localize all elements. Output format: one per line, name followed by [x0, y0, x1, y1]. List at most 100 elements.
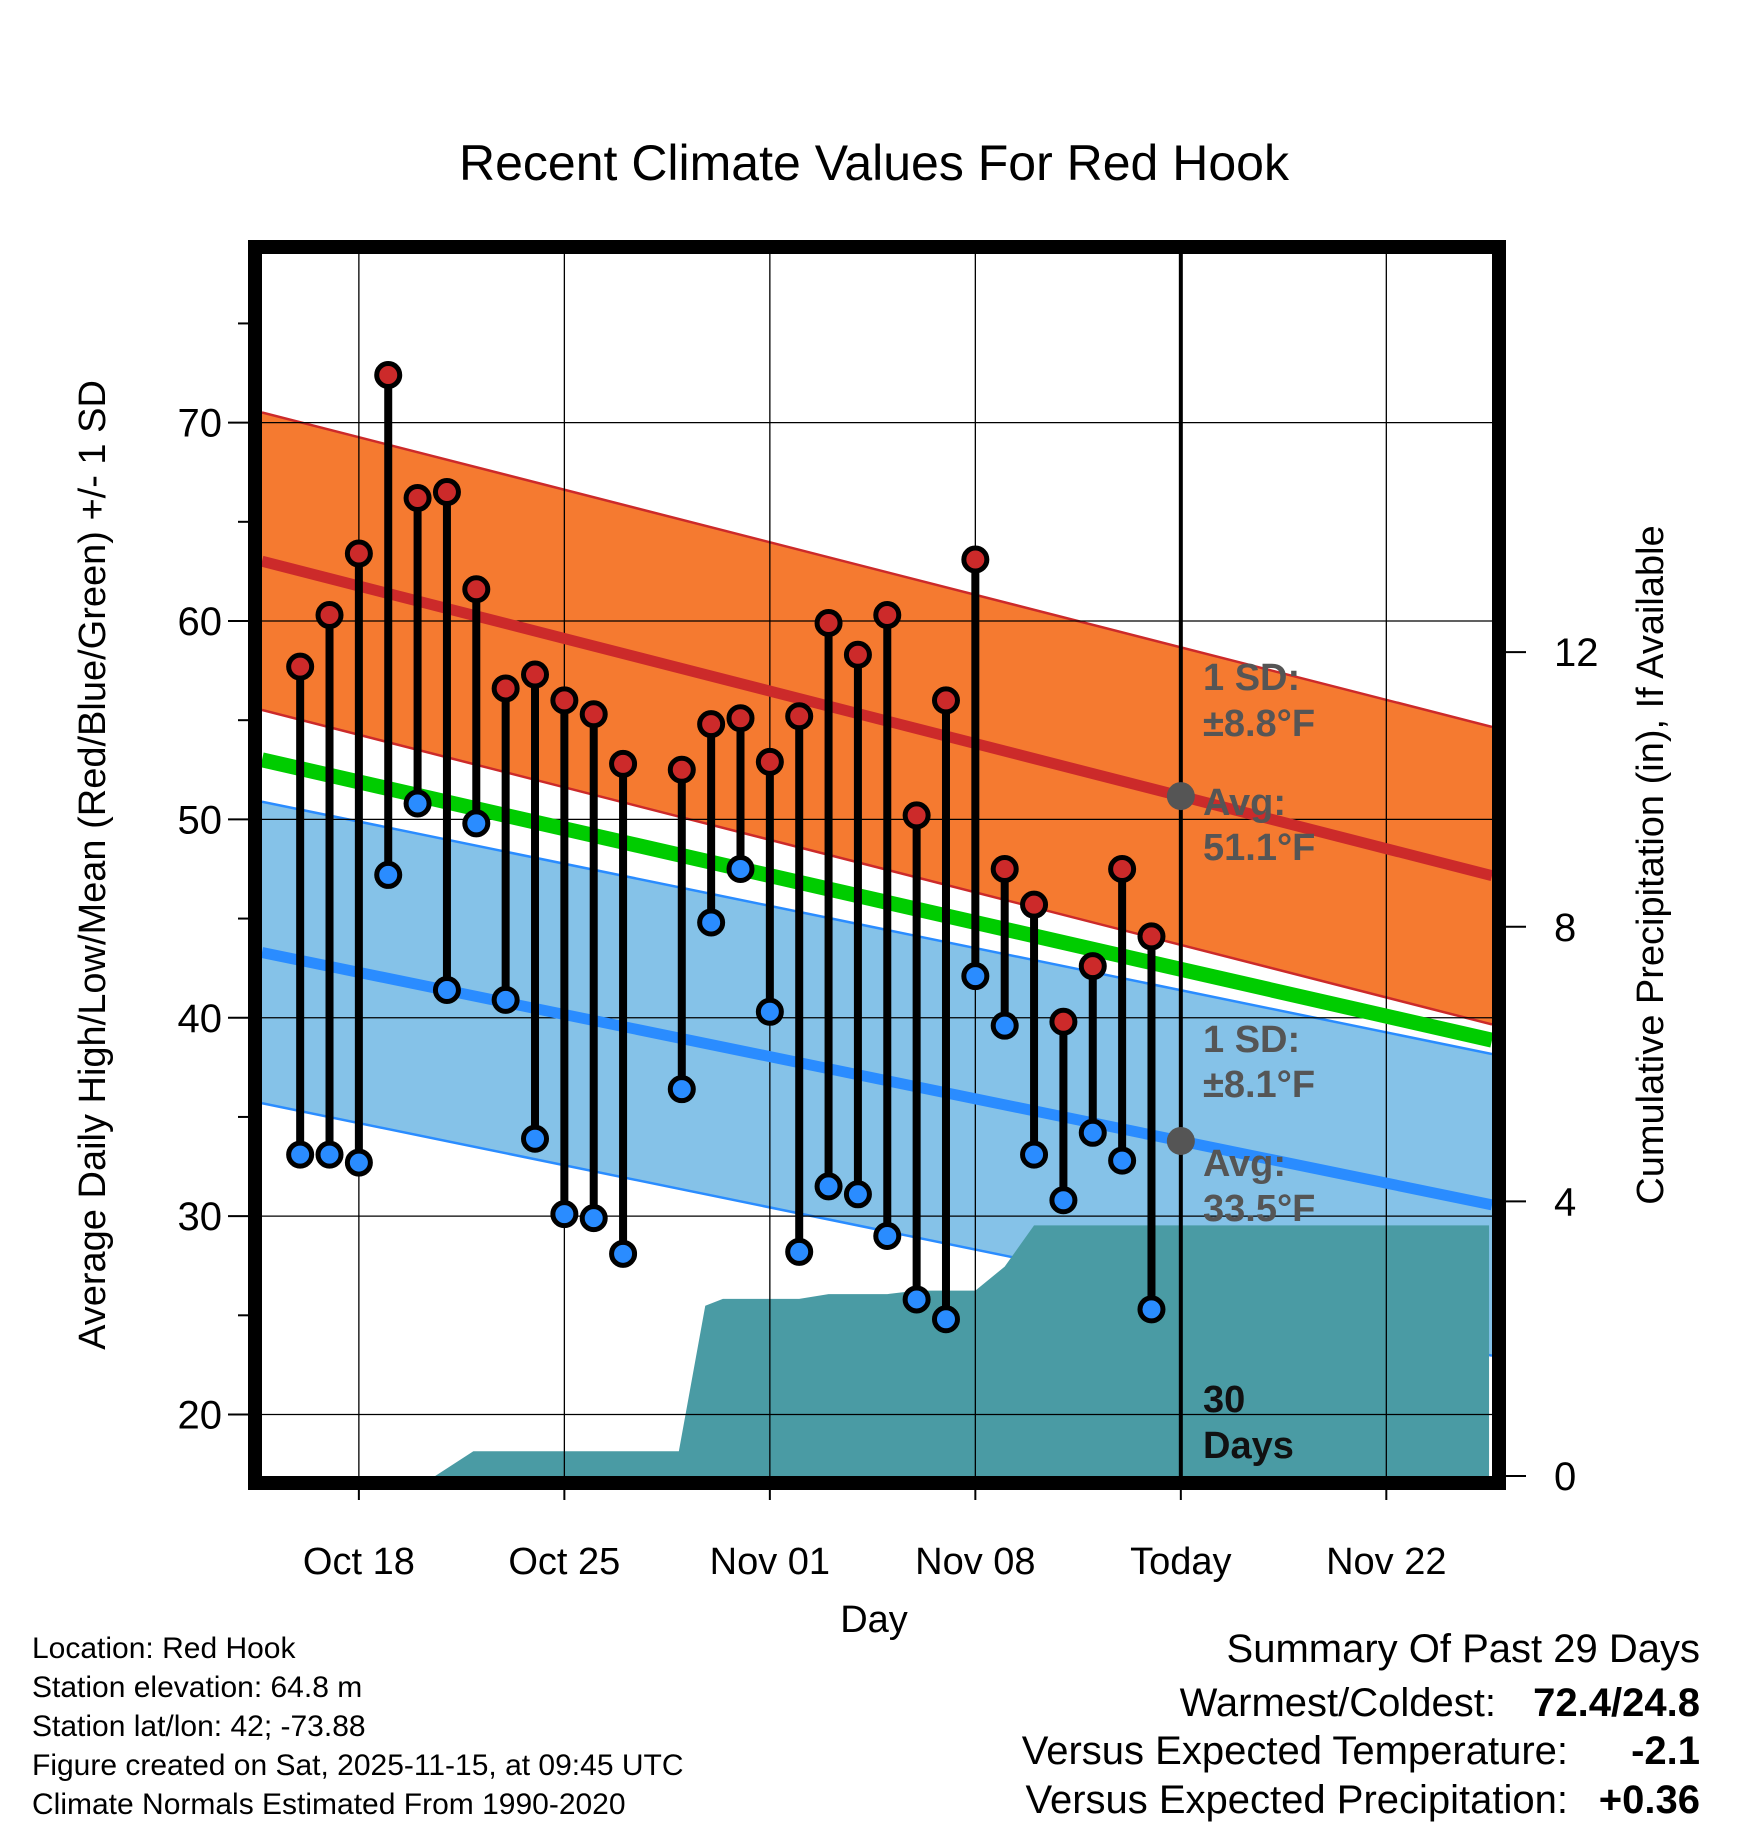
- low-avg-value: 33.5°F: [1203, 1188, 1315, 1230]
- y-axis-left: 20 30 40 50 60 70: [178, 322, 248, 1438]
- daily-high-point: [697, 710, 726, 739]
- y-axis-right: 0 4 8 12: [1506, 631, 1599, 1499]
- x-tick-label: Oct 18: [303, 1541, 415, 1583]
- daily-high-point: [550, 686, 579, 715]
- x-tick-label: Nov 22: [1326, 1541, 1446, 1583]
- daily-high-point: [1108, 854, 1137, 883]
- daily-low-point: [432, 975, 461, 1004]
- info-normals: Climate Normals Estimated From 1990-2020: [32, 1788, 626, 1821]
- daily-high-point: [1137, 922, 1166, 951]
- low-sd-label: 1 SD:: [1203, 1019, 1300, 1061]
- high-avg-label: Avg:: [1203, 782, 1286, 824]
- daily-low-point: [1137, 1295, 1166, 1324]
- daily-low-point: [902, 1285, 931, 1314]
- summary-precip-label: Versus Expected Precipitation:: [1025, 1778, 1568, 1822]
- summary-warmest-coldest-value: 72.4/24.8: [1533, 1681, 1700, 1725]
- cumulative-precipitation-area: [435, 1225, 1490, 1476]
- daily-high-point: [521, 660, 550, 689]
- summary-temp-value: -2.1: [1631, 1729, 1700, 1773]
- daily-high-point: [579, 700, 608, 729]
- daily-points: [286, 361, 1166, 1334]
- normal-low-line: [262, 947, 1492, 1211]
- high-sd-label: 1 SD:: [1203, 657, 1300, 699]
- y-tick-label: 30: [178, 1195, 223, 1239]
- daily-low-point: [1078, 1118, 1107, 1147]
- low-avg-label: Avg:: [1203, 1143, 1286, 1185]
- daily-high-point: [286, 652, 315, 681]
- daily-low-point: [403, 789, 432, 818]
- daily-low-point: [286, 1140, 315, 1169]
- daily-high-point: [990, 854, 1019, 883]
- daily-high-point: [814, 608, 843, 637]
- daily-high-point: [667, 755, 696, 784]
- daily-low-point: [521, 1124, 550, 1153]
- daily-low-point: [990, 1011, 1019, 1040]
- y-tick-label: 40: [178, 997, 223, 1041]
- x-tick-label: Nov 08: [915, 1541, 1035, 1583]
- summary-temp-label: Versus Expected Temperature:: [1022, 1729, 1568, 1773]
- daily-high-point: [902, 801, 931, 830]
- daily-low-point: [579, 1204, 608, 1233]
- daily-high-point: [491, 674, 520, 703]
- daily-low-point: [315, 1140, 344, 1169]
- summary-heading: Summary Of Past 29 Days: [1227, 1627, 1700, 1671]
- daily-high-point: [873, 601, 902, 630]
- daily-high-point: [961, 545, 990, 574]
- summary-precip-value: +0.36: [1599, 1778, 1700, 1822]
- y-tick-label: 60: [178, 600, 223, 644]
- info-location: Location: Red Hook: [32, 1632, 296, 1665]
- daily-low-point: [1020, 1140, 1049, 1169]
- daily-low-point: [667, 1075, 696, 1104]
- daily-high-point: [344, 539, 373, 568]
- high-sd-value: ±8.8°F: [1203, 703, 1315, 745]
- today-normal-high-marker: [1166, 782, 1195, 811]
- daily-high-point: [1049, 1007, 1078, 1036]
- daily-high-point: [726, 704, 755, 733]
- y-tick-label: 70: [178, 402, 223, 446]
- daily-low-point: [1049, 1186, 1078, 1215]
- daily-range-stems: [296, 375, 1156, 1320]
- daily-low-point: [550, 1200, 579, 1229]
- daily-low-point: [843, 1180, 872, 1209]
- daily-low-point: [961, 962, 990, 991]
- daily-high-point: [609, 749, 638, 778]
- daily-low-point: [1108, 1146, 1137, 1175]
- daily-high-point: [315, 601, 344, 630]
- info-created: Figure created on Sat, 2025-11-15, at 09…: [32, 1749, 684, 1782]
- y2-tick-label: 12: [1554, 631, 1599, 675]
- daily-low-point: [931, 1305, 960, 1334]
- daily-low-point: [697, 908, 726, 937]
- summary-warmest-coldest-label: Warmest/Coldest:: [1180, 1681, 1496, 1725]
- y-tick-label: 20: [178, 1394, 223, 1438]
- daily-low-point: [873, 1221, 902, 1250]
- normal-high-band-upper-edge: [262, 411, 1492, 729]
- y2-tick-label: 0: [1554, 1455, 1576, 1499]
- daily-low-point: [374, 860, 403, 889]
- daily-low-point: [609, 1239, 638, 1268]
- daily-high-point: [374, 361, 403, 390]
- info-latlon: Station lat/lon: 42; -73.88: [32, 1710, 366, 1743]
- y-axis-label: Average Daily High/Low/Mean (Red/Blue/Gr…: [72, 380, 114, 1350]
- daily-low-point: [491, 985, 520, 1014]
- normal-high-band-lower-edge: [262, 708, 1492, 1026]
- daily-high-point: [403, 484, 432, 513]
- days-word: Days: [1203, 1425, 1294, 1467]
- info-elevation: Station elevation: 64.8 m: [32, 1671, 362, 1704]
- daily-high-point: [462, 575, 491, 604]
- y2-tick-label: 8: [1554, 906, 1576, 950]
- days-count: 30: [1203, 1379, 1245, 1421]
- daily-low-point: [785, 1237, 814, 1266]
- x-tick-label: Today: [1130, 1541, 1231, 1583]
- chart-title: Recent Climate Values For Red Hook: [459, 135, 1290, 191]
- x-tick-label: Oct 25: [508, 1541, 620, 1583]
- daily-low-point: [344, 1148, 373, 1177]
- x-axis-label: Day: [840, 1599, 908, 1641]
- daily-low-point: [462, 809, 491, 838]
- daily-high-point: [755, 747, 784, 776]
- low-sd-value: ±8.1°F: [1203, 1064, 1315, 1106]
- x-axis: Oct 18 Oct 25 Nov 01 Nov 08 Today Nov 22: [303, 1490, 1447, 1583]
- normal-high-line: [262, 555, 1492, 881]
- y2-tick-label: 4: [1554, 1180, 1576, 1224]
- daily-high-point: [785, 702, 814, 731]
